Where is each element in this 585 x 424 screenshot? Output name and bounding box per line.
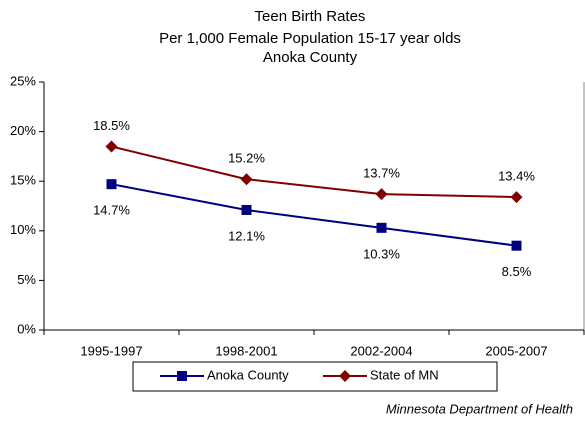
- y-tick-label: 20%: [10, 123, 36, 138]
- data-point: [511, 240, 522, 251]
- chart-title: Teen Birth Rates: [255, 8, 366, 25]
- legend-marker: [339, 370, 351, 382]
- y-tick-label: 15%: [10, 173, 36, 188]
- data-point: [105, 140, 118, 153]
- data-label: 13.7%: [363, 166, 400, 181]
- legend-label: Anoka County: [207, 367, 289, 382]
- y-tick-label: 25%: [10, 73, 36, 88]
- data-point: [241, 204, 252, 215]
- data-label: 8.5%: [502, 264, 532, 279]
- source-note: Minnesota Department of Health: [386, 401, 573, 416]
- chart-subtitle: Anoka County: [263, 49, 358, 66]
- data-label: 14.7%: [93, 203, 130, 218]
- legend-marker: [177, 371, 187, 381]
- series-line: [111, 145, 517, 199]
- x-tick-label: 2002-2004: [350, 343, 412, 358]
- data-point: [376, 222, 387, 233]
- data-point: [510, 191, 523, 204]
- x-tick-label: 1998-2001: [215, 343, 277, 358]
- x-tick-label: 1995-1997: [80, 343, 142, 358]
- y-tick-label: 10%: [10, 222, 36, 237]
- series-line: [111, 183, 517, 247]
- data-point: [106, 179, 117, 190]
- chart-subtitle: Per 1,000 Female Population 15-17 year o…: [159, 30, 461, 47]
- data-label: 12.1%: [228, 228, 265, 243]
- y-tick-label: 5%: [17, 272, 36, 287]
- x-tick-label: 2005-2007: [485, 343, 547, 358]
- y-tick-label: 0%: [17, 321, 36, 336]
- data-label: 10.3%: [363, 246, 400, 261]
- data-label: 15.2%: [228, 151, 265, 166]
- data-point: [240, 173, 253, 186]
- legend-label: State of MN: [370, 367, 439, 382]
- data-label: 13.4%: [498, 169, 535, 184]
- data-label: 18.5%: [93, 118, 130, 133]
- data-point: [375, 188, 388, 201]
